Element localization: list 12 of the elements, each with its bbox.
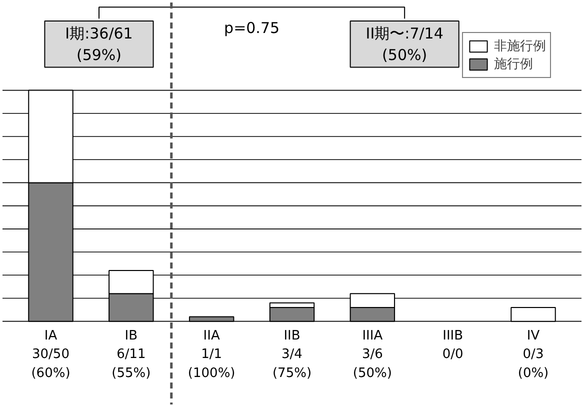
text: I期:36/61 (59%) [65, 24, 133, 64]
legend-label: 非施行例 [494, 38, 546, 55]
x-tick-label: IB 6/11 (55%) [112, 328, 151, 381]
x-tick-label: IIB 3/4 (75%) [272, 328, 312, 381]
text: p=0.75 [224, 18, 280, 37]
x-tick-label: IIIA 3/6 (50%) [352, 328, 392, 381]
text: II期〜:7/14 (50%) [366, 24, 444, 64]
x-tick-label: IIA 1/1 (100%) [188, 328, 236, 381]
legend-label: 施行例 [494, 56, 533, 73]
x-tick-label: IIIB 0/0 [442, 328, 464, 362]
x-tick-label: IV 0/3 (0%) [518, 328, 549, 381]
x-tick-label: IA 30/50 (60%) [31, 328, 70, 381]
